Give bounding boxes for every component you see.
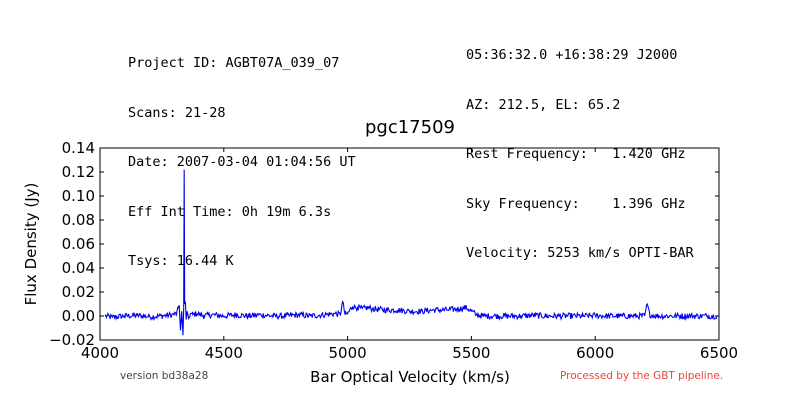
header-right: 05:36:32.0 +16:38:29 J2000 AZ: 212.5, EL… [466, 14, 694, 278]
y-tick-label: 0.12 [62, 163, 95, 181]
y-tick-label: 0.10 [62, 187, 95, 205]
x-tick-label: 4500 [205, 344, 243, 362]
sky-frequency: Sky Frequency: 1.396 GHz [466, 195, 686, 212]
x-tick-label: 6500 [700, 344, 738, 362]
chart-title: pgc17509 [365, 117, 455, 138]
y-tick-label: 0.06 [62, 235, 95, 253]
project-id: Project ID: AGBT07A_039_07 [128, 55, 340, 71]
pipeline-note: Processed by the GBT pipeline. [560, 370, 724, 382]
az-el: AZ: 212.5, EL: 65.2 [466, 96, 621, 113]
x-tick-label: 4000 [81, 344, 119, 362]
y-tick-label: 0.00 [62, 307, 95, 325]
spectrum-line [104, 169, 718, 336]
eff-int-time: Eff Int Time: 0h 19m 6.3s [128, 203, 332, 220]
y-tick-label: 0.08 [62, 211, 95, 229]
rest-frequency: Rest Frequency: 1.420 GHz [466, 146, 686, 162]
version-label: version bd38a28 [120, 370, 209, 382]
y-axis-label: Flux Density (Jy) [22, 183, 40, 306]
x-tick-label: 5000 [329, 344, 367, 362]
x-axis-label: Bar Optical Velocity (km/s) [310, 368, 510, 386]
y-tick-label: 0.04 [62, 259, 95, 277]
date: Date: 2007-03-04 01:04:56 UT [128, 154, 356, 170]
scans: Scans: 21-28 [128, 104, 226, 121]
x-tick-label: 5500 [452, 344, 490, 362]
x-tick-label: 6000 [576, 344, 614, 362]
y-tick-label: 0.02 [62, 283, 95, 301]
velocity: Velocity: 5253 km/s OPTI-BAR [466, 245, 694, 261]
y-tick-label: 0.14 [62, 139, 95, 157]
header-left: Project ID: AGBT07A_039_07 Scans: 21-28 … [128, 22, 356, 286]
coordinates: 05:36:32.0 +16:38:29 J2000 [466, 47, 678, 63]
y-tick-label: −0.02 [49, 331, 95, 349]
plot-area: 4000 4500 5000 5500 6000 6500 −0.02 0.00 0.02 0.0… [49, 139, 738, 362]
tsys: Tsys: 16.44 K [128, 253, 234, 269]
